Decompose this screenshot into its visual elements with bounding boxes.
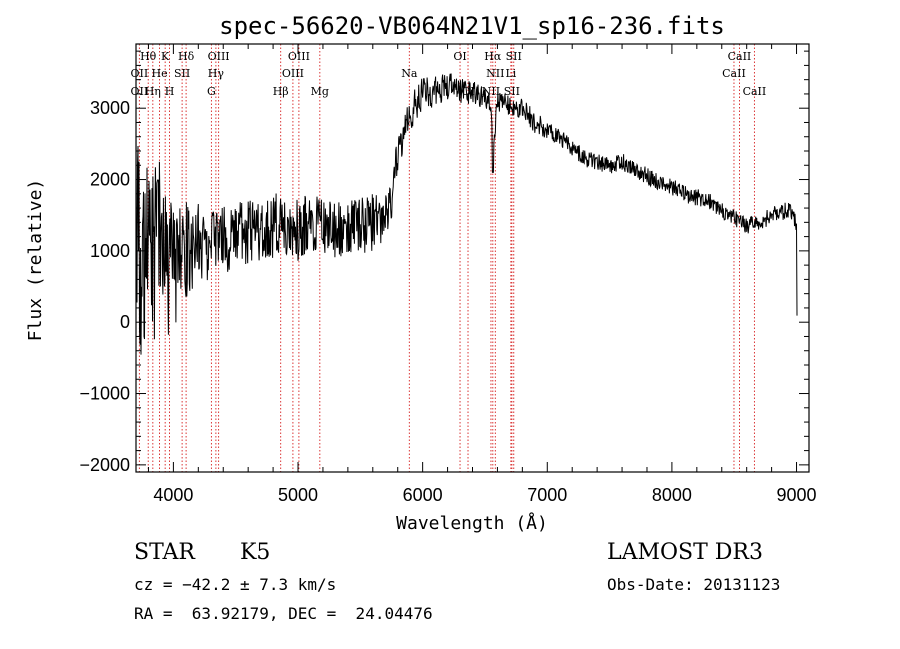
x-tick-label: 8000 (652, 485, 692, 505)
x-tick-label: 7000 (527, 485, 567, 505)
line-label: Hα (484, 50, 502, 63)
coordinates: RA = 63.92179, DEC = 24.04476 (134, 604, 433, 623)
line-label: SII (174, 67, 190, 80)
line-label: OIII (288, 50, 310, 63)
line-label: CaII (728, 50, 752, 63)
line-label: Li (505, 67, 516, 80)
line-label: K (161, 50, 170, 63)
line-label: OIII (208, 50, 230, 63)
line-label: OII (131, 67, 149, 80)
line-label: OII (131, 85, 149, 98)
y-tick-label: −1000 (79, 384, 130, 404)
obs-date: Obs-Date: 20131123 (607, 575, 781, 594)
line-label: Hη (145, 85, 161, 98)
line-label: H (165, 85, 175, 98)
x-tick-label: 9000 (777, 485, 817, 505)
line-label: Hγ (208, 67, 225, 80)
line-label: Hδ (178, 50, 195, 63)
line-label: Na (401, 67, 418, 80)
subclass: K5 (240, 540, 271, 565)
line-label: He (152, 67, 168, 80)
chart-title: spec-56620-VB064N21V1_sp16-236.fits (219, 12, 725, 40)
spectrum-line (135, 73, 798, 355)
line-label: NII (482, 85, 500, 98)
y-tick-label: 1000 (90, 241, 130, 261)
line-markers (138, 44, 755, 472)
y-tick-label: −2000 (79, 455, 130, 475)
y-axis-label: Flux (relative) (25, 179, 46, 342)
x-axis: 4000 5000 6000 7000 8000 9000 (147, 44, 817, 505)
survey-name: LAMOST DR3 (607, 540, 763, 565)
line-label: Mg (311, 85, 329, 98)
x-tick-label: 6000 (403, 485, 443, 505)
line-label: SII (506, 50, 522, 63)
x-tick-label: 5000 (278, 485, 318, 505)
line-label: NII (486, 67, 504, 80)
line-label: G (207, 85, 216, 98)
x-axis-label: Wavelength (Å) (396, 512, 548, 534)
y-tick-label: 3000 (90, 98, 130, 118)
redshift-cz: cz = −42.2 ± 7.3 km/s (134, 575, 337, 594)
line-label: CaII (743, 85, 767, 98)
line-label: Hθ (140, 50, 157, 63)
line-label: OIII (282, 67, 304, 80)
x-tick-label: 4000 (153, 485, 193, 505)
line-label: CaII (722, 67, 746, 80)
line-label: OI (453, 50, 466, 63)
object-type: STAR (134, 540, 195, 565)
line-label: Hβ (273, 85, 289, 98)
y-tick-label: 0 (120, 312, 130, 332)
y-tick-label: 2000 (90, 170, 130, 190)
line-labels: HθHηOIIOIIHeKHSIIHδGHγOIIIHβOIIIOIIIMgNa… (131, 50, 767, 98)
line-label: SII (504, 85, 520, 98)
y-axis: −2000 −1000 0 1000 2000 3000 (79, 50, 809, 475)
